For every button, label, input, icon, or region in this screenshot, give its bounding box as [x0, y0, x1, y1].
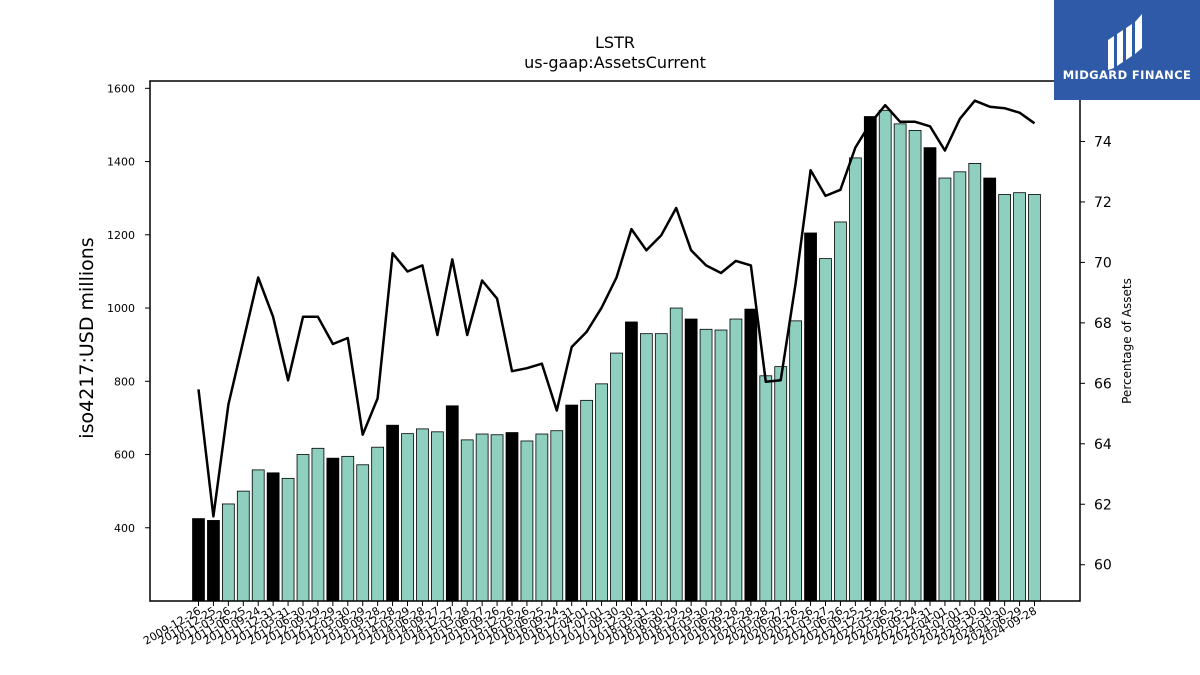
bar-2016-09-24 [550, 430, 564, 602]
bar-2011-06-25 [236, 490, 250, 602]
bar-2021-12-25 [863, 116, 877, 602]
bar-2024-03-30 [998, 194, 1012, 602]
bar-2012-06-30 [296, 454, 310, 602]
bars-group [192, 109, 1041, 602]
bar-2020-12-26 [804, 232, 817, 602]
bar-2021-06-26 [834, 221, 847, 602]
bar-2013-06-29 [356, 464, 370, 602]
y2-tick-label: 66 [1094, 376, 1112, 392]
y-tick-label: 1000 [107, 302, 135, 315]
bar-2020-06-27 [774, 366, 788, 602]
bar-2020-09-26 [789, 320, 803, 602]
bar-2014-09-27 [430, 431, 444, 602]
bar-2017-12-30 [625, 321, 638, 602]
bar-2015-03-28 [460, 439, 474, 602]
bar-2018-06-30 [654, 333, 668, 602]
y2-tick-label: 60 [1094, 558, 1112, 574]
bar-2021-09-25 [848, 157, 862, 602]
bar-2013-12-28 [386, 424, 399, 602]
logo-text: MIDGARD FINANCE [1062, 68, 1192, 82]
bar-2023-12-30 [983, 177, 997, 602]
bar-2019-12-28 [744, 308, 758, 602]
y-axis: 400 600 800 1000 1200 1400 1600 [107, 82, 150, 535]
bar-2022-06-25 [893, 123, 907, 602]
y2-axis-label: Percentage of Assets [1120, 278, 1134, 404]
line-group [197, 99, 1036, 518]
bar-2012-03-31 [281, 477, 295, 602]
percentage-line [197, 99, 1036, 518]
bar-2017-09-30 [610, 352, 623, 602]
y-tick-label: 1200 [107, 229, 135, 242]
bar-2016-03-26 [520, 440, 534, 602]
y2-tick-label: 74 [1094, 134, 1112, 150]
bar-2017-07-01 [595, 383, 608, 602]
y2-tick-label: 68 [1094, 316, 1112, 332]
bar-2015-09-26 [490, 434, 504, 602]
y2-tick-label: 70 [1094, 255, 1112, 271]
y2-tick-label: 64 [1094, 437, 1112, 453]
bar-2014-06-28 [416, 428, 429, 602]
bar-2013-09-28 [371, 446, 385, 602]
logo-mark-icon [1108, 14, 1142, 70]
plot-frame [149, 80, 1081, 602]
bar-2018-09-29 [669, 307, 683, 602]
brand-logo: MIDGARD FINANCE [1054, 0, 1200, 100]
bar-2022-09-24 [908, 130, 922, 602]
y-tick-label: 400 [114, 522, 135, 535]
bar-2010-12-25 [207, 520, 220, 602]
y-axis-label: iso4217:USD millions [76, 237, 98, 438]
y2-tick-label: 72 [1094, 195, 1112, 211]
bar-2016-06-25 [535, 433, 549, 602]
bar-2019-06-29 [714, 329, 728, 602]
y-tick-label: 600 [114, 449, 135, 462]
bar-2019-09-28 [729, 318, 743, 602]
bar-2012-09-29 [311, 447, 325, 602]
bar-2022-12-31 [923, 147, 937, 602]
bar-2020-03-28 [759, 375, 773, 602]
bar-2017-04-01 [580, 399, 594, 602]
bar-2014-12-27 [445, 405, 459, 602]
bar-2018-03-31 [639, 333, 653, 602]
bar-2018-12-29 [684, 318, 698, 602]
bar-2009-12-26 [192, 518, 205, 602]
bar-2012-12-29 [326, 457, 340, 602]
bar-2019-03-30 [699, 328, 713, 602]
bar-2016-12-31 [565, 404, 579, 602]
bar-2011-12-31 [266, 472, 280, 602]
y-tick-label: 1600 [107, 82, 135, 95]
y2-tick-label: 62 [1094, 497, 1112, 513]
chart-subtitle: us-gaap:AssetsCurrent [524, 53, 706, 72]
bar-2011-03-26 [221, 503, 235, 602]
bar-2015-12-26 [505, 432, 519, 602]
bar-2015-06-27 [475, 433, 489, 602]
bar-2022-03-26 [878, 109, 892, 602]
bar-2023-07-01 [953, 171, 967, 602]
y2-axis: 60 62 64 66 68 70 72 74 [1080, 134, 1112, 574]
x-axis: 2009-12-262010-12-252011-03-262011-06-25… [141, 601, 1039, 648]
y-tick-label: 1400 [107, 156, 135, 169]
y-tick-label: 800 [114, 375, 135, 388]
bar-2024-09-28 [1028, 194, 1041, 602]
bar-2011-09-24 [251, 469, 265, 602]
bar-2014-03-29 [401, 433, 414, 602]
bar-2013-03-30 [341, 455, 355, 602]
bar-2023-04-01 [938, 177, 952, 602]
bar-2023-09-30 [968, 162, 982, 602]
chart-title: LSTR [595, 33, 635, 52]
bar-2024-06-29 [1013, 192, 1026, 602]
bar-2021-03-27 [819, 258, 832, 602]
